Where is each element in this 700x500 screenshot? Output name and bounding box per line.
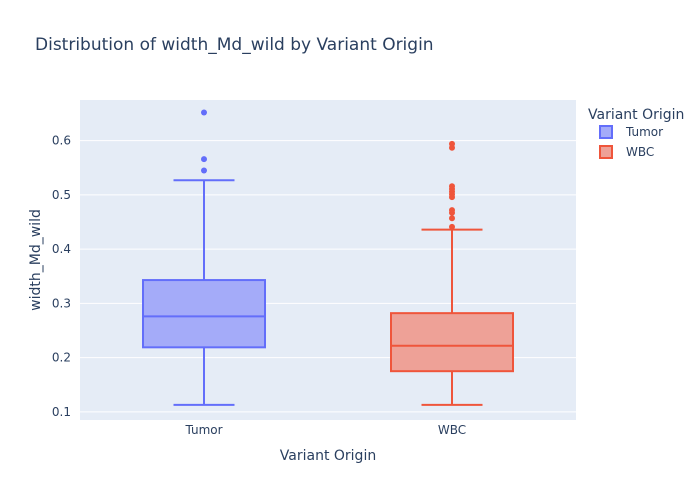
box-traces (142, 109, 514, 406)
x-axis-title: Variant Origin (280, 448, 376, 464)
outlier-point (201, 156, 207, 163)
legend-items: Tumor WBC (599, 125, 663, 159)
outlier-point (449, 223, 455, 230)
outlier-point (201, 167, 207, 174)
x-tick-labels: Tumor WBC (184, 423, 466, 437)
y-tick-label: 0.2 (52, 351, 71, 365)
box-trace-wbc (390, 140, 514, 406)
y-tick-label: 0.1 (52, 405, 71, 419)
y-tick-label: 0.3 (52, 296, 71, 310)
outlier-point (449, 140, 455, 147)
y-tick-label: 0.5 (52, 188, 71, 202)
outlier-point (201, 109, 207, 116)
x-tick-label: Tumor (184, 423, 222, 437)
outlier-point (449, 207, 455, 214)
y-tick-label: 0.4 (52, 242, 71, 256)
legend-title: Variant Origin (588, 107, 684, 123)
y-axis-title: width_Md_wild (28, 209, 44, 311)
legend-swatch-tumor (599, 125, 613, 139)
outlier-point (449, 183, 455, 190)
y-gridlines (80, 140, 576, 413)
legend-swatch-wbc (599, 145, 613, 159)
iqr-box (142, 279, 266, 349)
legend: Variant Origin Tumor WBC (588, 107, 684, 159)
chart-title: Distribution of width_Md_wild by Variant… (35, 35, 434, 55)
y-tick-label: 0.6 (52, 134, 71, 148)
legend-label-wbc: WBC (626, 145, 654, 159)
y-tick-labels: 0.1 0.2 0.3 0.4 0.5 0.6 (52, 134, 71, 419)
box-trace-tumor (142, 109, 266, 406)
outlier-point (449, 215, 455, 222)
legend-label-tumor: Tumor (625, 125, 663, 139)
x-tick-label: WBC (438, 423, 466, 437)
iqr-box (390, 312, 514, 373)
